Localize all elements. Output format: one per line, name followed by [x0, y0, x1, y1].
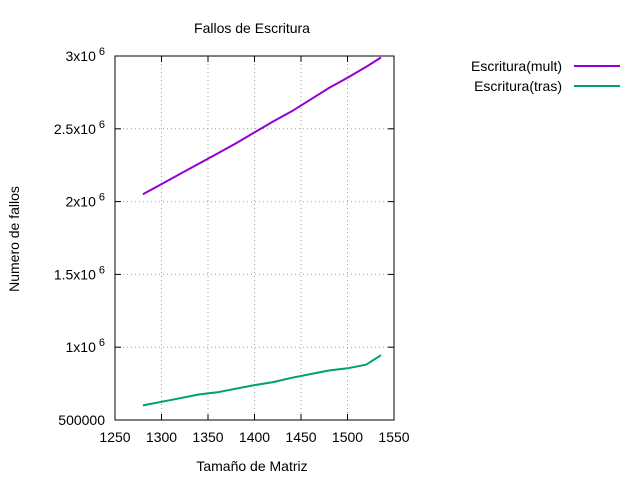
y-tick-label: 3x10 6	[66, 46, 105, 64]
y-tick-label: 2.5x10 6	[54, 119, 105, 137]
series-line	[142, 354, 382, 407]
y-tick-label: 500000	[58, 412, 105, 428]
y-tick-label: 1x10 6	[66, 337, 105, 355]
x-tick-label: 1450	[285, 429, 316, 445]
y-axis-label: Numero de fallos	[6, 186, 22, 292]
x-axis-label: Tamaño de Matriz	[196, 458, 307, 474]
x-tick-label: 1250	[99, 429, 130, 445]
x-tick-label: 1550	[378, 429, 409, 445]
gridlines	[115, 56, 394, 420]
legend-label: Escritura(mult)	[471, 58, 562, 74]
legend: Escritura(mult) Escritura(tras)	[471, 58, 620, 94]
series-line	[142, 56, 382, 196]
y-tick-label: 2x10 6	[66, 192, 105, 210]
axes: 1250 1300 1350 1400 1450 1500 1550 500000 1x10 6 1…	[54, 46, 410, 445]
legend-label: Escritura(tras)	[474, 78, 562, 94]
x-tick-label: 1300	[146, 429, 177, 445]
series-lines	[142, 56, 382, 407]
x-tick-label: 1350	[192, 429, 223, 445]
x-tick-label: 1500	[332, 429, 363, 445]
plot-border	[114, 55, 395, 421]
chart-title: Fallos de Escritura	[194, 20, 310, 36]
x-tick-label: 1400	[239, 429, 270, 445]
y-tick-label: 1.5x10 6	[54, 264, 105, 282]
